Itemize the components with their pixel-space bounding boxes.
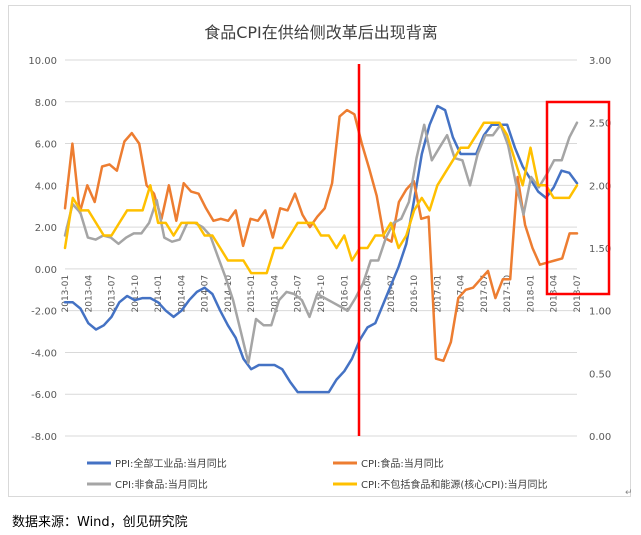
x-tick-label: 2016-10: [410, 275, 420, 313]
line-chart: 食品CPI在供给侧改革后出现背离 10.00 8.00 6.00 4.00 2.00 0.0…: [28, 23, 611, 491]
y-right-tick-label: 2.00: [589, 181, 611, 192]
source-note: 数据来源：Wind，创见研究院: [12, 515, 188, 530]
annotation-box: [545, 100, 611, 296]
x-tick-label: 2017-10: [503, 275, 513, 313]
y-left-tick-label: 10.00: [28, 56, 57, 67]
legend-label-1: PPI:全部工业品:当月同比: [115, 457, 227, 470]
series-line-1: [63, 104, 579, 394]
series-line-3: [63, 121, 579, 365]
y-left-tick-label: 2.00: [35, 223, 57, 234]
x-tick-label: 2014-10: [224, 275, 234, 313]
x-tick-label: 2017-07: [480, 275, 490, 313]
y-left-tick-label: -2.00: [31, 307, 57, 318]
x-tick-label: 2013-10: [131, 275, 141, 313]
x-tick-label: 2016-04: [364, 275, 374, 313]
y-left-tick-label: 8.00: [35, 98, 57, 109]
x-tick-label: 2016-07: [387, 275, 397, 313]
x-tick-label: 2015-10: [317, 275, 327, 313]
x-tick-label: 2016-01: [340, 275, 350, 313]
legend-label-2: CPI:食品:当月同比: [361, 457, 444, 470]
legend-label-3: CPI:非食品:当月同比: [115, 478, 208, 491]
x-tick-label: 2017-01: [433, 275, 443, 313]
x-tick-label: 2014-01: [154, 275, 164, 313]
y-left-tick-label: -6.00: [31, 390, 57, 401]
x-tick-label: 2015-01: [247, 275, 257, 313]
chart-title: 食品CPI在供给侧改革后出现背离: [204, 23, 438, 42]
x-tick-label: 2015-07: [294, 275, 304, 313]
x-tick-label: 2018-01: [526, 275, 536, 313]
y-left-tick-label: -8.00: [31, 432, 57, 443]
x-tick-label: 2014-04: [177, 275, 187, 313]
x-tick-label: 2013-01: [61, 275, 71, 313]
legend-label-4: CPI:不包括食品和能源(核心CPI):当月同比: [361, 478, 547, 491]
x-tick-label: 2014-07: [201, 275, 211, 313]
y-right-tick-label: 3.00: [589, 56, 611, 67]
x-tick-label: 2013-04: [84, 275, 94, 313]
paragraph-mark-icon: ↵: [625, 488, 633, 498]
y-right-tick-label: 1.00: [589, 307, 611, 318]
chart-frame: 食品CPI在供给侧改革后出现背离 10.00 8.00 6.00 4.00 2.00 0.0…: [8, 5, 631, 497]
y-left-tick-label: 6.00: [35, 140, 57, 151]
y-right-tick-label: 1.50: [589, 244, 611, 255]
y-right-tick-label: 2.50: [589, 119, 611, 130]
y-right-tick-label: 0.00: [589, 432, 611, 443]
y-left-tick-label: 4.00: [35, 181, 57, 192]
y-left-tick-label: 0.00: [35, 265, 57, 276]
y-right-tick-label: 0.50: [589, 369, 611, 380]
y-left-tick-label: -4.00: [31, 348, 57, 359]
x-tick-label: 2013-07: [108, 275, 118, 313]
x-tick-label: 2015-04: [270, 275, 280, 313]
series-line-4: [63, 121, 579, 275]
